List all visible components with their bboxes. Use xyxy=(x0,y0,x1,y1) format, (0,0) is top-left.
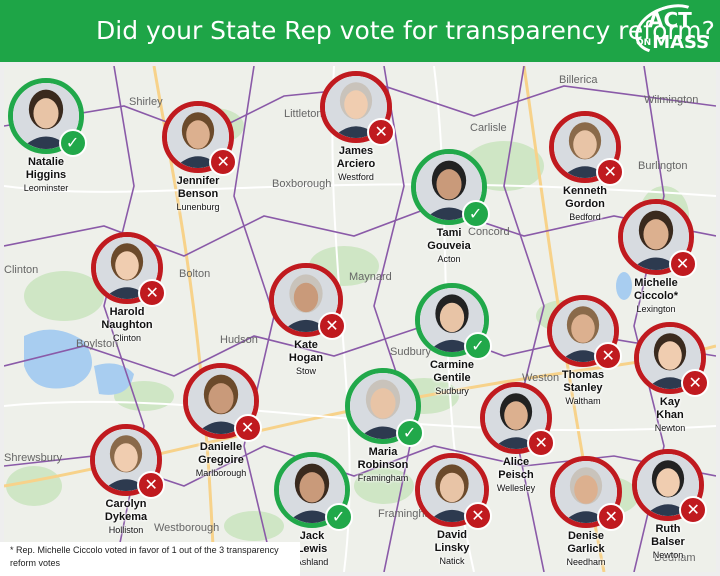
x-icon: ✕ xyxy=(681,369,710,398)
x-icon: ✕ xyxy=(596,158,625,187)
rep-name: James Arciero Westford xyxy=(301,145,411,183)
header-banner: Did your State Rep vote for transparency… xyxy=(0,0,720,63)
rep-town: Westford xyxy=(338,172,374,182)
rep-town: Newton xyxy=(652,550,684,560)
town-label: Maynard xyxy=(349,271,392,283)
x-icon: ✕ xyxy=(209,148,238,177)
rep-name: Tami Gouveia Acton xyxy=(394,227,504,265)
x-icon: ✕ xyxy=(594,342,623,371)
rep-name: Danielle Gregoire Marlborough xyxy=(166,441,276,479)
rep-name: Natalie Higgins Leominster xyxy=(0,156,101,194)
rep-town: Lexington xyxy=(636,304,676,314)
town-label: Dedham xyxy=(654,552,696,564)
x-icon: ✕ xyxy=(367,118,396,147)
rep-name: Maria Robinson Framingham xyxy=(328,446,438,484)
rep-town: Wellesley xyxy=(496,483,536,493)
town-label: Wilmington xyxy=(644,94,699,106)
rep-name: Kate Hogan Stow xyxy=(251,339,361,377)
x-icon: ✕ xyxy=(137,471,166,500)
town-label: Weston xyxy=(522,372,560,384)
town-label: Westborough xyxy=(154,522,220,534)
rep-town: Marlborough xyxy=(195,468,247,478)
x-icon: ✕ xyxy=(317,311,346,340)
rep-photo xyxy=(632,449,704,521)
rep-town: Needham xyxy=(566,557,606,567)
rep-name: Jennifer Benson Lunenburg xyxy=(143,175,253,213)
rep-photo xyxy=(480,382,552,454)
x-icon: ✕ xyxy=(679,496,708,525)
rep-name: Harold Naughton Clinton xyxy=(72,306,182,344)
x-icon: ✕ xyxy=(668,249,697,278)
rep-photo xyxy=(550,456,622,528)
rep-photo xyxy=(618,199,694,275)
rep-name: David Linsky Natick xyxy=(397,529,507,567)
rep-name: Jack Lewis Ashland xyxy=(257,530,367,568)
check-icon: ✓ xyxy=(58,128,87,157)
rep-name: Ruth Balser Newton xyxy=(613,523,720,561)
page-title: Did your State Rep vote for transparency… xyxy=(96,16,715,45)
town-label: Boxborough xyxy=(272,178,332,190)
check-icon: ✓ xyxy=(395,418,424,447)
rep-photo xyxy=(411,149,487,225)
rep-name: Alice Peisch Wellesley xyxy=(461,456,571,494)
rep-town: Clinton xyxy=(112,333,141,343)
rep-town: Framingham xyxy=(357,473,409,483)
x-icon: ✕ xyxy=(463,501,492,530)
rep-town: Acton xyxy=(437,254,461,264)
rep-name: Kay Khan Newton xyxy=(615,396,720,434)
rep-photo xyxy=(183,363,259,439)
town-label: Shrewsbury xyxy=(4,452,63,464)
town-label: Bolton xyxy=(179,268,211,280)
rep-town: Holliston xyxy=(108,525,144,535)
rep-town: Stow xyxy=(295,366,316,376)
rep-town: Newton xyxy=(654,423,686,433)
rep-name: Kenneth Gordon Bedford xyxy=(530,185,640,223)
rep-photo xyxy=(415,283,489,357)
rep-town: Sudbury xyxy=(435,386,469,396)
rep-town: Leominster xyxy=(23,183,69,193)
logo-word-act: ACT xyxy=(648,8,692,32)
x-icon: ✕ xyxy=(233,413,262,442)
x-icon: ✕ xyxy=(597,503,626,532)
rep-photo xyxy=(634,322,706,394)
rep-name: Carolyn Dykema Holliston xyxy=(71,498,181,536)
town-label: Carlisle xyxy=(470,122,507,134)
rep-name: Denise Garlick Needham xyxy=(531,530,641,568)
town-label: Clinton xyxy=(4,264,39,276)
rep-town: Waltham xyxy=(565,396,601,406)
rep-town: Ashland xyxy=(295,557,329,567)
x-icon: ✕ xyxy=(138,279,167,308)
check-icon: ✓ xyxy=(324,502,353,531)
rep-town: Bedford xyxy=(569,212,601,222)
check-icon: ✓ xyxy=(461,199,490,228)
act-on-mass-logo[interactable]: ACT ONMASS xyxy=(628,0,714,63)
footnote: * Rep. Michelle Ciccolo voted in favor o… xyxy=(0,542,300,576)
town-label: Hudson xyxy=(220,334,258,346)
logo-word-on-mass: ONMASS xyxy=(636,32,710,53)
rep-name: Carmine Gentile Sudbury xyxy=(397,359,507,397)
check-icon: ✓ xyxy=(463,331,492,360)
rep-name: Michelle Ciccolo* Lexington xyxy=(601,277,711,315)
town-label: Littleton xyxy=(284,108,323,120)
town-label: Billerica xyxy=(559,74,598,86)
town-label: Burlington xyxy=(638,160,688,172)
rep-town: Natick xyxy=(439,556,465,566)
x-icon: ✕ xyxy=(527,429,556,458)
rep-name: Thomas Stanley Waltham xyxy=(528,369,638,407)
rep-town: Lunenburg xyxy=(176,202,220,212)
town-label: Shirley xyxy=(129,96,163,108)
town-label: Boylston xyxy=(76,338,119,350)
town-label: Concord xyxy=(468,226,510,238)
